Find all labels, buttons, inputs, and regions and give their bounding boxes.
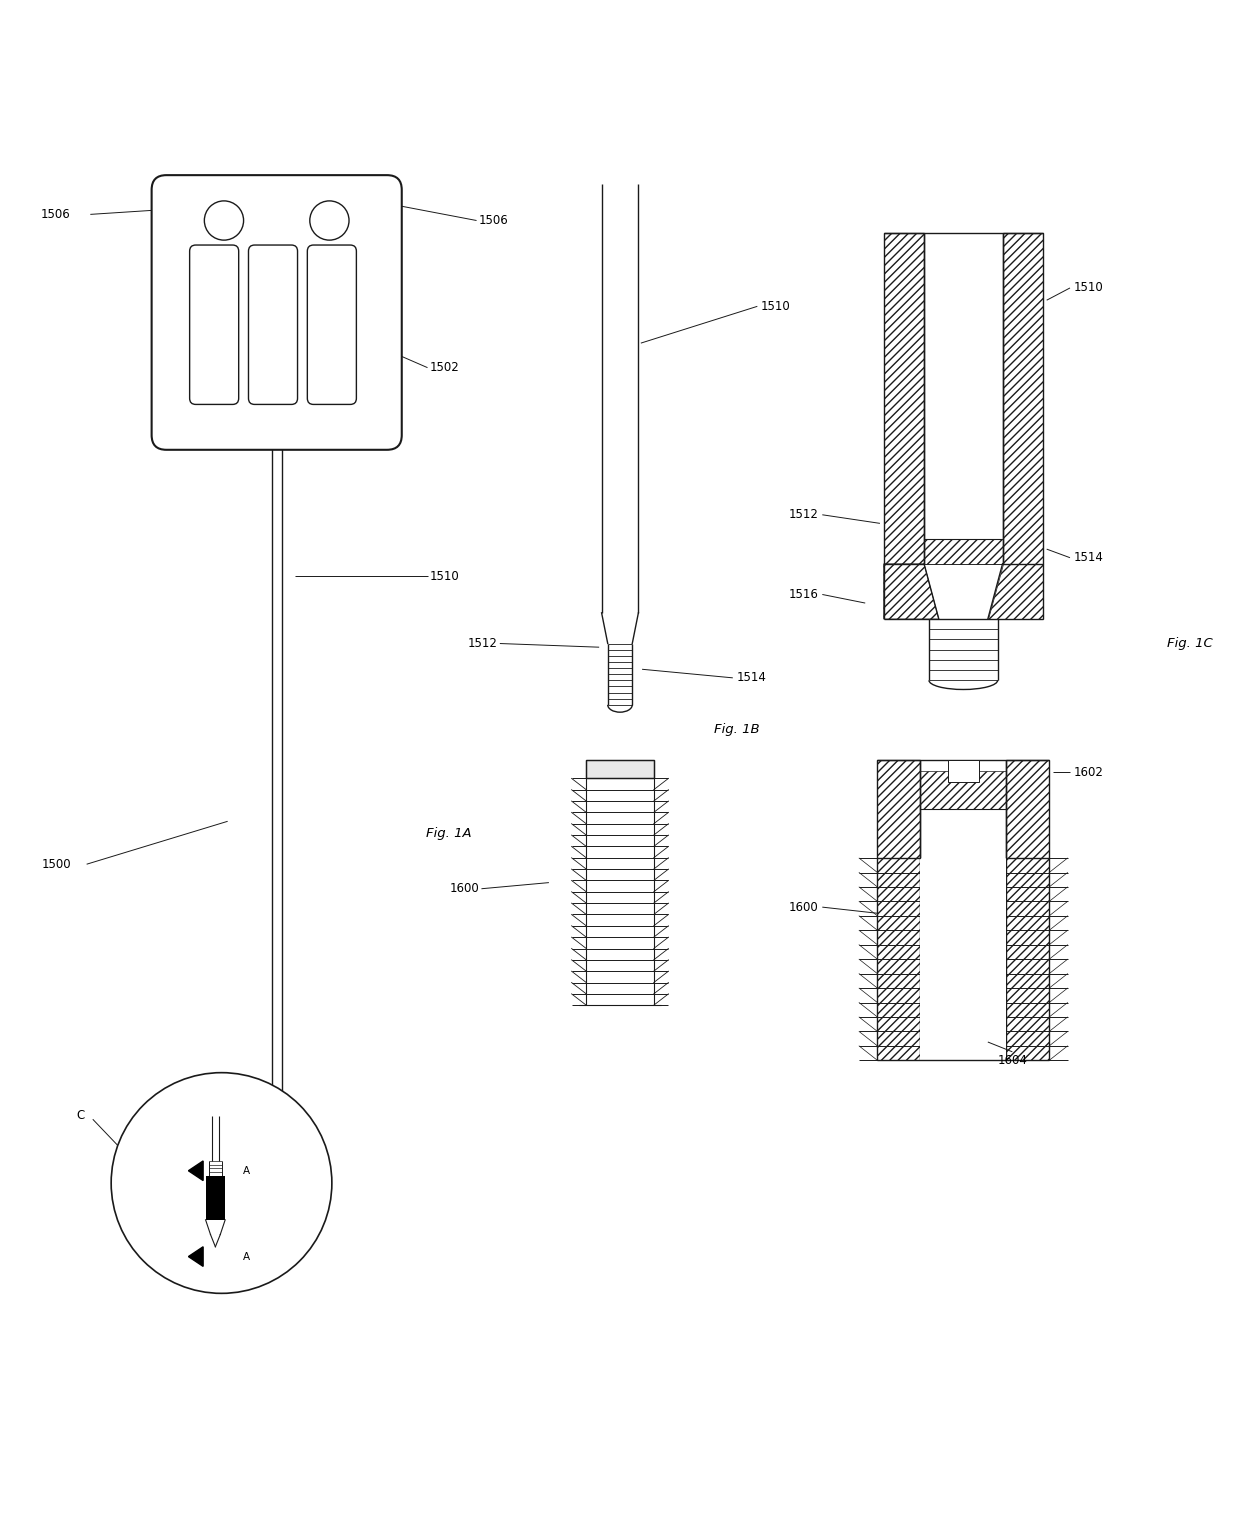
Text: 1602: 1602: [1074, 766, 1104, 778]
Text: 1512: 1512: [467, 637, 497, 651]
Text: 1512: 1512: [789, 508, 818, 521]
Bar: [884, 233, 924, 564]
Bar: [587, 760, 653, 778]
Text: 1510: 1510: [761, 299, 791, 313]
Bar: [924, 540, 1003, 564]
Bar: [1003, 233, 1043, 564]
Bar: [924, 540, 1003, 564]
Bar: [878, 859, 920, 1061]
Bar: [924, 233, 1003, 564]
Bar: [206, 1175, 226, 1219]
Text: 1506: 1506: [479, 214, 508, 226]
Bar: [884, 233, 924, 564]
Polygon shape: [188, 1161, 203, 1181]
Text: A: A: [243, 1251, 249, 1262]
Bar: [920, 771, 1006, 809]
Bar: [924, 540, 1003, 564]
Text: 1514: 1514: [1074, 552, 1104, 564]
Circle shape: [112, 1073, 332, 1294]
Text: 1600: 1600: [449, 882, 479, 895]
Bar: [1003, 233, 1043, 564]
Text: 1600: 1600: [789, 901, 818, 914]
Bar: [920, 760, 1006, 859]
Bar: [878, 760, 920, 859]
Text: 1514: 1514: [737, 672, 766, 684]
Bar: [587, 760, 653, 778]
Text: 1510: 1510: [430, 570, 460, 582]
FancyBboxPatch shape: [190, 245, 238, 404]
Bar: [949, 760, 978, 783]
Text: 1510: 1510: [1074, 281, 1104, 295]
FancyBboxPatch shape: [248, 245, 298, 404]
Text: 1502: 1502: [430, 362, 460, 374]
Polygon shape: [188, 1246, 203, 1266]
FancyBboxPatch shape: [151, 175, 402, 450]
Text: Fig. 1B: Fig. 1B: [714, 724, 759, 736]
Circle shape: [205, 201, 243, 240]
Text: A: A: [243, 1166, 249, 1176]
Text: C: C: [77, 1110, 84, 1122]
Bar: [1006, 760, 1049, 859]
Text: 1506: 1506: [41, 208, 71, 220]
Circle shape: [310, 201, 348, 240]
Text: 1500: 1500: [41, 857, 71, 871]
FancyBboxPatch shape: [308, 245, 356, 404]
Bar: [1006, 859, 1049, 1061]
Bar: [878, 760, 920, 859]
Bar: [1006, 760, 1049, 859]
Text: Fig. 1C: Fig. 1C: [1167, 637, 1213, 651]
Text: Fig. 1A: Fig. 1A: [425, 827, 471, 841]
Text: 1516: 1516: [789, 588, 818, 600]
Text: 1604: 1604: [997, 1053, 1027, 1067]
Bar: [920, 859, 1006, 1061]
